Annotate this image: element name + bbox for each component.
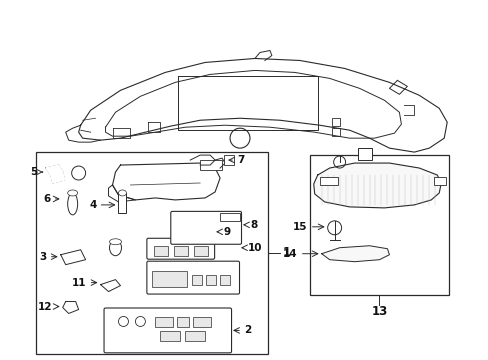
Polygon shape [321,246,388,262]
Bar [154,246,168,256]
Bar [309,155,448,294]
Ellipse shape [67,193,78,215]
Text: 14: 14 [283,249,297,259]
Bar [200,160,222,170]
Bar [185,332,205,341]
Ellipse shape [67,190,78,196]
Polygon shape [108,185,135,202]
Bar [36,152,267,354]
Text: 6: 6 [43,194,51,204]
Bar [193,318,211,328]
FancyBboxPatch shape [146,261,239,294]
Text: 8: 8 [249,220,257,230]
Polygon shape [46,165,62,175]
Text: 1: 1 [282,246,290,259]
Bar [319,177,337,185]
Bar [206,275,216,285]
Bar [331,118,339,126]
Bar [155,318,173,328]
Bar [220,275,229,285]
Text: 2: 2 [244,325,251,336]
FancyBboxPatch shape [104,308,231,353]
Bar [118,193,126,213]
Bar [433,177,446,185]
Text: 13: 13 [370,305,387,318]
Polygon shape [101,280,120,292]
Text: 10: 10 [247,243,262,253]
Polygon shape [112,163,220,200]
Text: 4: 4 [89,200,96,210]
Bar [177,318,189,328]
Polygon shape [62,302,79,314]
Bar [224,155,234,165]
FancyBboxPatch shape [170,211,241,244]
Text: 7: 7 [237,155,244,165]
Text: 15: 15 [293,222,307,232]
Polygon shape [313,163,440,208]
Polygon shape [51,172,64,183]
Bar [152,271,187,287]
Text: 9: 9 [223,227,230,237]
Bar [331,128,339,136]
Bar [357,148,371,160]
Text: 12: 12 [38,302,53,311]
Bar [160,332,180,341]
Text: 3: 3 [40,252,47,262]
FancyBboxPatch shape [146,238,214,259]
Polygon shape [61,250,85,265]
Text: 11: 11 [72,278,86,288]
Ellipse shape [118,190,126,196]
Ellipse shape [109,239,121,245]
Bar [220,213,240,221]
Ellipse shape [109,240,121,256]
Bar [174,246,188,256]
Text: 5: 5 [30,167,38,177]
Bar [194,246,208,256]
Bar [192,275,202,285]
